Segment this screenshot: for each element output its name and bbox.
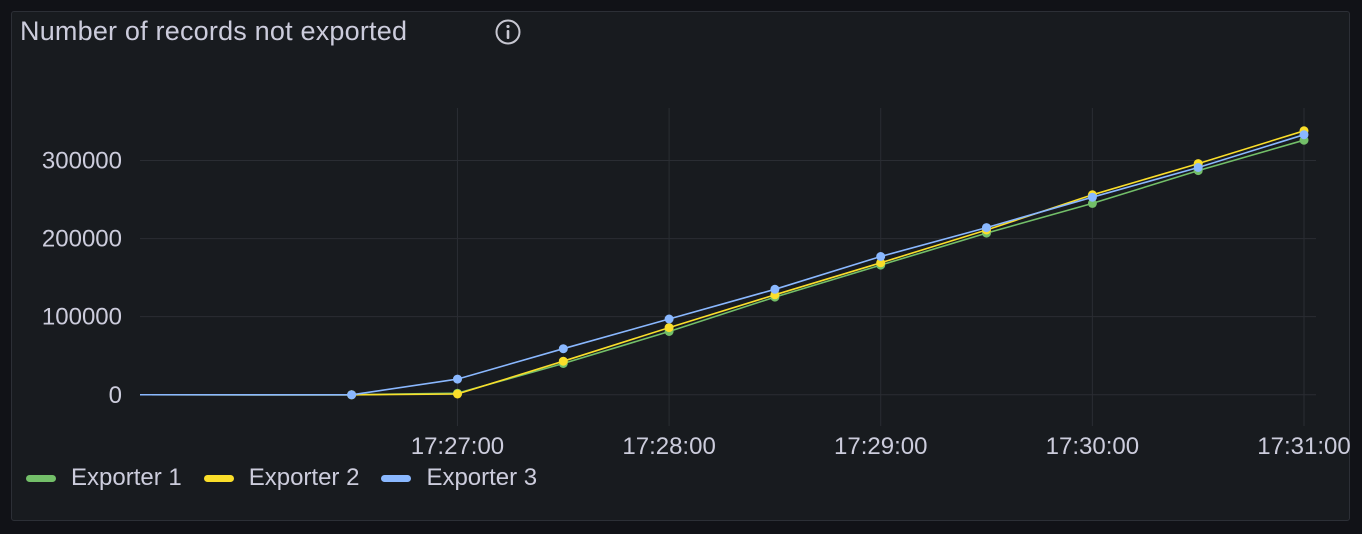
- series-line-3: [139, 133, 1305, 396]
- data-point: [664, 323, 674, 333]
- x-tick-label: 17:27:00: [411, 433, 504, 460]
- chart-panel: [11, 11, 1350, 521]
- data-point: [1087, 198, 1097, 208]
- legend-swatch: [381, 474, 412, 482]
- data-point: [558, 356, 568, 366]
- data-point: [770, 284, 780, 294]
- legend-item-3[interactable]: Exporter 3: [381, 464, 537, 492]
- panel-title: Number of records not exported: [20, 16, 408, 46]
- series-line-1: [139, 139, 1305, 396]
- data-point: [453, 389, 462, 399]
- x-tick-label: 17:30:00: [1046, 433, 1139, 460]
- legend-item-1[interactable]: Exporter 1: [26, 464, 182, 492]
- data-point: [1087, 192, 1097, 202]
- y-tick-label: 100000: [42, 304, 122, 331]
- data-point: [347, 390, 357, 400]
- series-line-2: [139, 130, 1305, 396]
- chart-legend: Exporter 1 Exporter 2 Exporter 3: [26, 464, 559, 492]
- legend-label: Exporter 1: [71, 464, 182, 491]
- y-tick-label: 300000: [42, 147, 122, 174]
- data-point: [453, 374, 462, 384]
- y-tick-label: 0: [109, 382, 122, 409]
- data-point: [876, 258, 886, 268]
- x-tick-label: 17:28:00: [622, 433, 715, 460]
- data-point: [876, 252, 886, 261]
- data-point: [1299, 130, 1309, 140]
- legend-item-2[interactable]: Exporter 2: [203, 464, 360, 492]
- legend-label: Exporter 3: [426, 464, 538, 491]
- data-point: [1193, 163, 1203, 172]
- data-point: [558, 344, 568, 354]
- x-tick-label: 17:31:00: [1257, 433, 1350, 460]
- data-point: [982, 223, 991, 233]
- y-tick-label: 200000: [42, 226, 122, 253]
- legend-swatch: [26, 474, 56, 482]
- legend-swatch: [203, 474, 234, 482]
- data-point: [664, 314, 674, 324]
- legend-label: Exporter 2: [248, 464, 360, 491]
- info-circle-icon[interactable]: [494, 18, 522, 46]
- x-tick-label: 17:29:00: [834, 433, 927, 460]
